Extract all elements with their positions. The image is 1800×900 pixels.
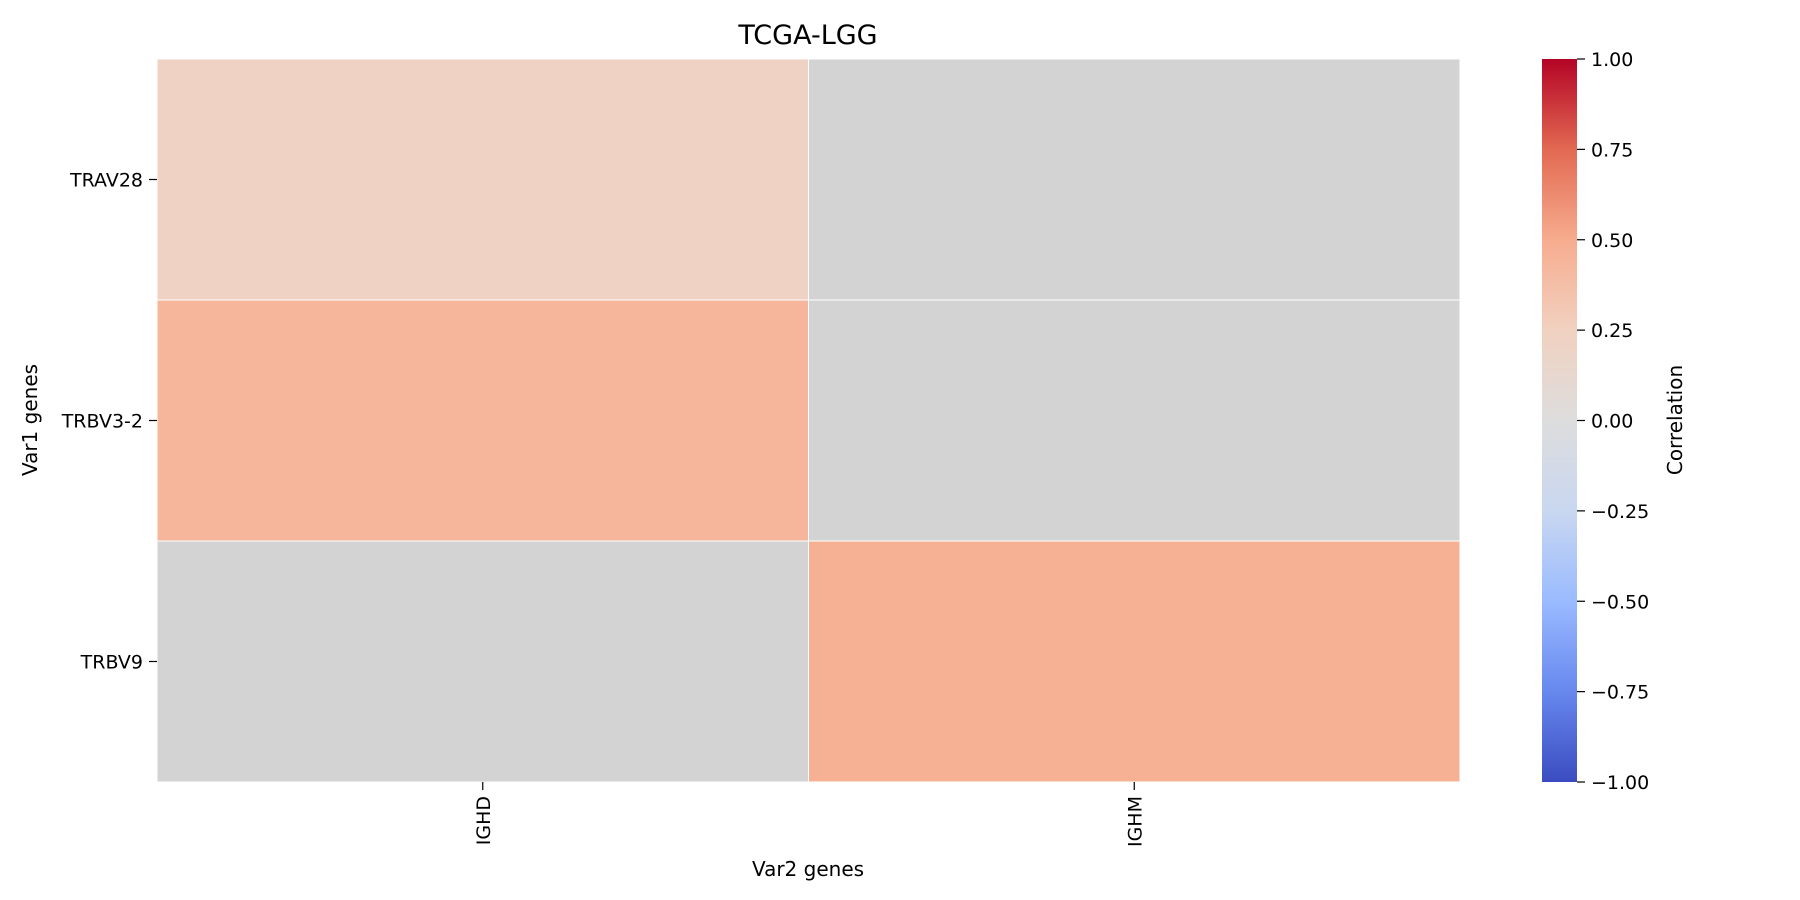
x-tick-label: IGHD	[473, 796, 495, 845]
colorbar-label: Correlation	[1663, 365, 1687, 475]
colorbar-tick-label: −0.75	[1591, 682, 1649, 704]
x-axis-label: Var2 genes	[752, 857, 864, 881]
colorbar-tick-label: −1.00	[1591, 772, 1649, 794]
heatmap-cell-TRBV9-IGHM	[808, 540, 1461, 783]
y-tick-label: TRBV3-2	[61, 411, 143, 433]
colorbar-gradient	[1542, 59, 1577, 782]
chart-title: TCGA-LGG	[737, 20, 877, 51]
y-axis: TRAV28 TRBV3-2 TRBV9	[61, 170, 157, 674]
x-axis: IGHD IGHM	[473, 782, 1146, 847]
colorbar-tick-label: 0.50	[1591, 230, 1633, 252]
colorbar-tick-label: 1.00	[1591, 49, 1633, 71]
colorbar-tick-label: 0.25	[1591, 320, 1633, 342]
heatmap-cells	[156, 58, 1461, 783]
x-tick-label: IGHM	[1124, 796, 1146, 847]
colorbar-tick-label: 0.00	[1591, 411, 1633, 433]
colorbar: 1.00 0.75 0.50 0.25 0.00 −0.25 −0.50 −0.75 −1.00	[1542, 49, 1649, 794]
colorbar-tick-label: 0.75	[1591, 139, 1633, 161]
y-tick-label: TRAV28	[69, 170, 143, 192]
heatmap-cell-TRBV3-2-IGHD	[156, 299, 809, 542]
y-axis-label: Var1 genes	[18, 364, 42, 476]
heatmap-cell-TRBV3-2-IGHM	[808, 299, 1461, 542]
colorbar-tick-label: −0.50	[1591, 591, 1649, 613]
colorbar-tick-label: −0.25	[1591, 501, 1649, 523]
y-tick-label: TRBV9	[80, 652, 143, 674]
heatmap-cell-TRAV28-IGHM	[808, 58, 1461, 301]
heatmap-cell-TRAV28-IGHD	[156, 58, 809, 301]
heatmap-cell-TRBV9-IGHD	[156, 540, 809, 783]
